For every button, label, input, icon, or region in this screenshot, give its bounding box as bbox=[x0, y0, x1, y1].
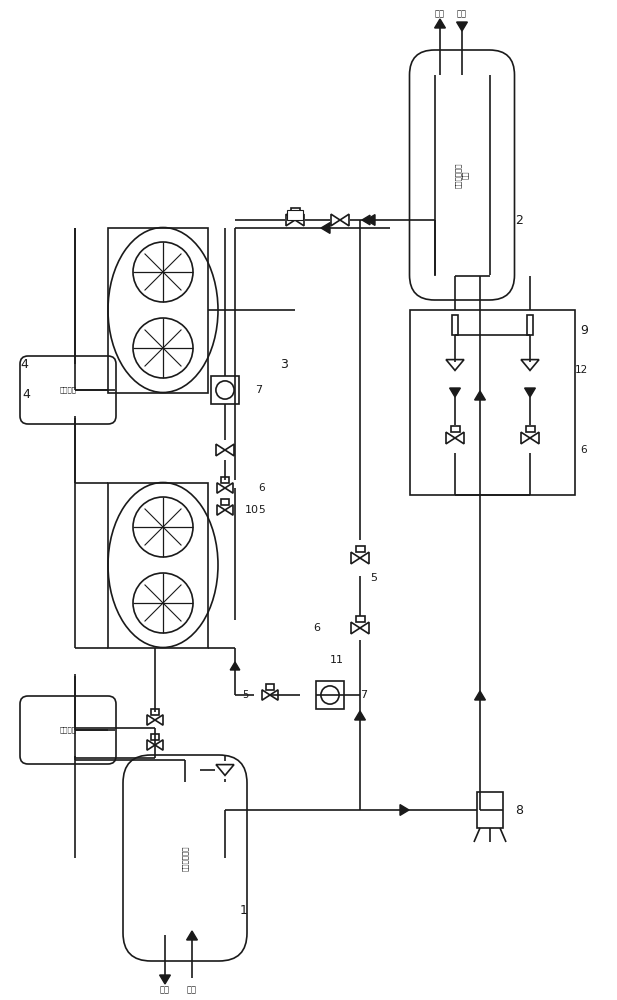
Bar bbox=[221, 477, 229, 483]
Polygon shape bbox=[474, 391, 486, 400]
Ellipse shape bbox=[108, 228, 218, 392]
Polygon shape bbox=[455, 432, 464, 444]
Polygon shape bbox=[217, 505, 225, 515]
Text: 6: 6 bbox=[580, 445, 587, 455]
Bar bbox=[108, 228, 208, 393]
FancyBboxPatch shape bbox=[410, 50, 515, 300]
Text: 出水: 出水 bbox=[435, 9, 445, 18]
Polygon shape bbox=[262, 690, 270, 700]
Polygon shape bbox=[216, 765, 234, 775]
Polygon shape bbox=[355, 711, 365, 720]
Polygon shape bbox=[521, 432, 530, 444]
Text: 出水: 出水 bbox=[160, 985, 170, 994]
Text: 油分离器: 油分离器 bbox=[59, 727, 77, 733]
Text: 7: 7 bbox=[255, 385, 262, 395]
Circle shape bbox=[133, 573, 193, 633]
Text: 5: 5 bbox=[370, 573, 377, 583]
Polygon shape bbox=[474, 691, 486, 700]
Polygon shape bbox=[457, 22, 468, 31]
Polygon shape bbox=[230, 662, 240, 670]
Polygon shape bbox=[521, 360, 539, 370]
Bar bbox=[410, 310, 575, 495]
Polygon shape bbox=[160, 975, 170, 984]
FancyBboxPatch shape bbox=[123, 755, 247, 961]
Bar bbox=[151, 734, 159, 740]
Polygon shape bbox=[530, 432, 539, 444]
Text: 7: 7 bbox=[360, 690, 367, 700]
Bar bbox=[266, 684, 274, 690]
Circle shape bbox=[216, 381, 234, 399]
Bar bbox=[477, 792, 503, 828]
Text: 壳管式冷凝器: 壳管式冷凝器 bbox=[181, 845, 188, 871]
Polygon shape bbox=[524, 388, 536, 397]
Polygon shape bbox=[270, 690, 278, 700]
Polygon shape bbox=[216, 444, 225, 456]
Bar bbox=[211, 376, 239, 404]
Polygon shape bbox=[351, 622, 360, 634]
Circle shape bbox=[133, 497, 193, 557]
Text: 1: 1 bbox=[240, 904, 248, 916]
FancyBboxPatch shape bbox=[20, 696, 116, 764]
Text: 3: 3 bbox=[280, 359, 288, 371]
Polygon shape bbox=[147, 715, 155, 725]
Bar bbox=[355, 546, 365, 552]
Text: 5: 5 bbox=[258, 505, 265, 515]
Bar bbox=[291, 208, 299, 214]
Ellipse shape bbox=[108, 483, 218, 648]
Polygon shape bbox=[434, 19, 445, 28]
Polygon shape bbox=[331, 214, 340, 226]
Text: 8: 8 bbox=[515, 804, 523, 816]
Polygon shape bbox=[362, 215, 370, 225]
Polygon shape bbox=[340, 214, 349, 226]
Polygon shape bbox=[286, 214, 295, 226]
Circle shape bbox=[321, 686, 339, 704]
Text: 10: 10 bbox=[245, 505, 259, 515]
Text: 6: 6 bbox=[258, 483, 265, 493]
Bar bbox=[221, 499, 229, 505]
Text: 进水: 进水 bbox=[457, 9, 467, 18]
Text: 11: 11 bbox=[330, 655, 344, 665]
Polygon shape bbox=[155, 740, 163, 750]
Text: 进水: 进水 bbox=[187, 985, 197, 994]
Bar bbox=[355, 616, 365, 622]
Text: 6: 6 bbox=[313, 623, 320, 633]
Polygon shape bbox=[360, 552, 369, 564]
Polygon shape bbox=[225, 483, 233, 493]
Text: 满液式防腐蒸
发器: 满液式防腐蒸 发器 bbox=[455, 162, 469, 188]
Polygon shape bbox=[155, 715, 163, 725]
Text: 4: 4 bbox=[22, 388, 30, 401]
Circle shape bbox=[133, 242, 193, 302]
Polygon shape bbox=[225, 505, 233, 515]
Bar bbox=[526, 426, 534, 432]
Polygon shape bbox=[217, 483, 225, 493]
Bar bbox=[108, 483, 208, 648]
Bar bbox=[316, 681, 344, 709]
Polygon shape bbox=[351, 552, 360, 564]
Polygon shape bbox=[450, 388, 460, 397]
Text: 5: 5 bbox=[242, 690, 248, 700]
Polygon shape bbox=[446, 360, 464, 370]
Bar bbox=[450, 426, 460, 432]
Text: 4: 4 bbox=[20, 359, 28, 371]
Circle shape bbox=[133, 318, 193, 378]
Polygon shape bbox=[360, 622, 369, 634]
Bar bbox=[527, 315, 533, 335]
Text: 2: 2 bbox=[515, 214, 523, 227]
Bar bbox=[151, 709, 159, 715]
Polygon shape bbox=[321, 223, 330, 233]
Bar bbox=[452, 315, 458, 335]
Polygon shape bbox=[295, 214, 304, 226]
Text: 油分离器: 油分离器 bbox=[59, 387, 77, 393]
Polygon shape bbox=[400, 805, 409, 815]
Polygon shape bbox=[366, 215, 375, 225]
Polygon shape bbox=[186, 931, 197, 940]
Polygon shape bbox=[225, 444, 234, 456]
Text: 9: 9 bbox=[580, 324, 588, 336]
Polygon shape bbox=[147, 740, 155, 750]
FancyBboxPatch shape bbox=[20, 356, 116, 424]
Text: 12: 12 bbox=[575, 365, 588, 375]
Bar bbox=[287, 210, 303, 220]
Polygon shape bbox=[446, 432, 455, 444]
